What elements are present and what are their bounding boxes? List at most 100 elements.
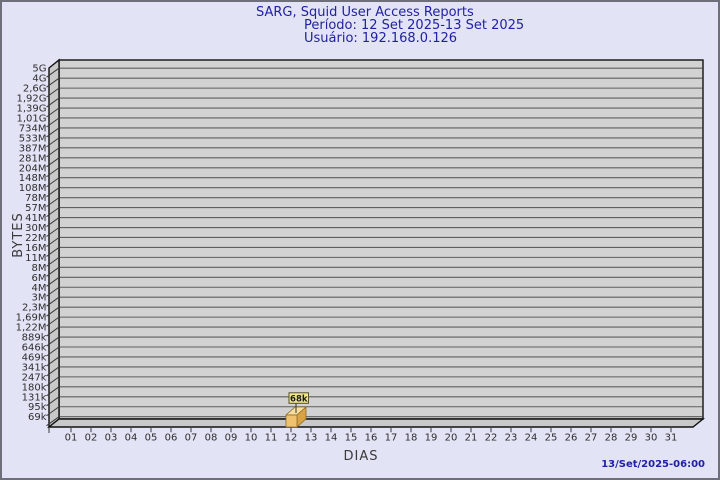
y-tick-label: 22M [25,233,46,244]
y-tick [46,147,60,158]
chart-subtitle-user: Usuário: 192.168.0.126 [304,31,458,46]
y-axis-title: BYTES [11,212,26,258]
x-tick-label: 06 [165,433,178,444]
y-tick [46,386,60,397]
x-tick-label: 13 [305,433,318,444]
chart-subtitle-period: Período: 12 Set 2025-13 Set 2025 [304,18,525,33]
y-tick [46,127,60,138]
y-tick [46,376,60,387]
x-tick-label: 25 [545,433,558,444]
y-tick [46,276,60,287]
y-tick [46,306,60,317]
y-tick-label: 108M [19,183,47,194]
y-tick-label: 41M [25,213,46,224]
x-axis-labels: 01 02 03 04 05 06 07 08 09 10 11 12 13 14 15 16 17 18 19 20… [65,433,678,444]
y-tick-label: 1,22M [16,323,47,334]
x-tick-label: 24 [525,433,538,444]
x-tick-label: 01 [65,433,78,444]
y-tick-label: 1,69M [16,313,47,324]
x-tick-label: 11 [265,433,278,444]
y-tick-label: 4G [32,74,46,85]
x-axis-ticks [48,426,672,433]
y-tick-label: 469k [22,352,47,363]
y-tick-label: 204M [19,163,47,174]
y-tick [46,416,60,427]
y-tick-label: 6M [32,273,47,284]
y-tick [46,237,60,247]
y-tick-label: 889k [22,333,47,344]
y-tick [46,356,60,367]
y-tick-label: 281M [19,153,47,164]
x-tick-label: 31 [665,433,678,444]
plot-floor [47,418,705,428]
y-tick [46,77,60,88]
x-tick-label: 23 [505,433,518,444]
y-axis-ticks [46,67,60,427]
y-tick-label: 387M [19,143,47,154]
x-tick-label: 18 [405,433,418,444]
y-tick-label: 1,01G [16,113,46,124]
y-tick-label: 4M [32,283,47,294]
y-tick-label: 78M [25,193,46,204]
x-axis-title: DIAS [344,449,379,464]
y-tick [46,187,60,198]
x-tick-label: 22 [485,433,498,444]
y-tick [46,167,60,178]
y-tick [46,247,60,257]
y-tick [46,316,60,327]
x-tick-label: 30 [645,433,658,444]
y-tick-label: 69k [28,412,47,423]
y-tick [46,117,60,128]
y-tick [46,346,60,357]
y-tick [46,336,60,347]
y-tick [46,217,60,227]
y-tick-label: 5G [32,64,46,75]
x-tick-label: 12 [285,433,298,444]
y-tick [46,197,60,208]
y-tick-label: 57M [25,203,46,214]
x-tick-label: 05 [145,433,158,444]
x-tick-label: 08 [205,433,218,444]
bar-series: 68k [284,392,309,428]
bar-value-flag [288,392,309,404]
x-tick-label: 02 [85,433,98,444]
y-tick-label: 341k [22,362,47,373]
x-tick-label: 26 [565,433,578,444]
generation-timestamp: 13/Set/2025-06:00 [601,459,705,470]
y-tick [46,406,60,417]
x-tick-label: 15 [345,433,358,444]
y-tick-label: 2,3M [22,303,47,314]
y-tick-label: 11M [25,253,46,264]
x-tick-label: 21 [465,433,478,444]
y-tick [46,67,60,78]
y-tick-label: 247k [22,372,47,383]
y-tick-label: 180k [22,382,47,393]
y-tick-label: 1,92G [16,94,46,105]
x-tick-label: 03 [105,433,118,444]
y-tick-label: 1,39G [16,104,46,115]
x-tick-label: 19 [425,433,438,444]
x-tick-label: 09 [225,433,238,444]
x-tick-label: 27 [585,433,598,444]
y-tick [46,256,60,267]
y-tick-label: 734M [19,123,47,134]
y-tick [46,286,60,297]
y-tick [46,227,60,237]
y-tick-label: 646k [22,343,47,354]
y-tick [46,177,60,188]
plot-back-wall [58,59,704,420]
y-tick-label: 30M [25,223,46,234]
x-tick-label: 29 [625,433,638,444]
bar [285,414,298,428]
y-tick [46,97,60,108]
x-tick-label: 28 [605,433,618,444]
gridlines [59,67,703,418]
bar-value-label: 68k [290,395,308,405]
y-tick-label: 16M [25,243,46,254]
x-tick-label: 16 [365,433,378,444]
y-tick [46,296,60,307]
y-tick [46,137,60,148]
y-tick [46,326,60,337]
